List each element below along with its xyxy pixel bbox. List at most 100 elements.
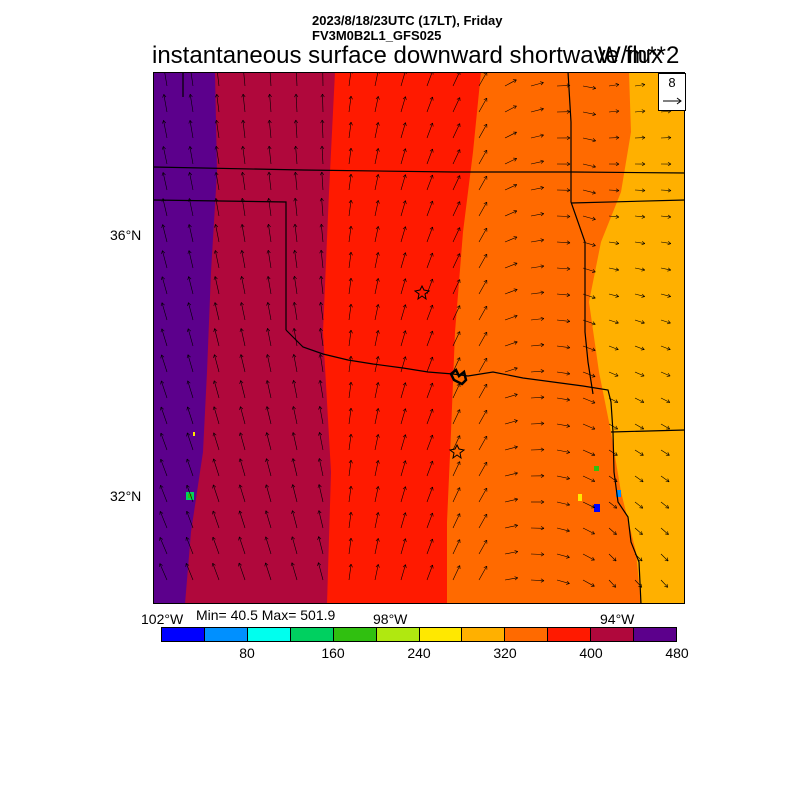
- wind-arrowhead: [320, 119, 323, 124]
- lon-label-98w: 98°W: [373, 611, 408, 627]
- wind-arrowhead: [592, 114, 596, 116]
- wind-arrow: [374, 330, 379, 347]
- wind-arrowhead: [185, 563, 187, 567]
- wind-arrowhead: [540, 108, 544, 112]
- wind-arrowhead: [317, 458, 320, 462]
- wind-arrowhead: [615, 216, 620, 219]
- wind-arrow: [582, 85, 596, 89]
- wind-arrowhead: [239, 380, 241, 384]
- wind-arrowhead: [348, 277, 352, 282]
- wind-arrow: [530, 370, 545, 373]
- wind-arrowhead: [186, 563, 190, 566]
- wind-arrow: [478, 461, 488, 477]
- wind-arrowhead: [641, 82, 646, 85]
- wind-arrowhead: [295, 93, 299, 98]
- wind-arrow: [452, 383, 461, 399]
- wind-arrowhead: [566, 452, 570, 454]
- wind-arrow: [608, 319, 619, 324]
- wind-arrow: [452, 331, 461, 347]
- wind-arrowhead: [566, 137, 571, 140]
- wind-arrowhead: [540, 239, 544, 243]
- wind-arrow: [582, 501, 595, 508]
- wind-arrowhead: [405, 460, 407, 465]
- wind-arrow: [239, 510, 246, 529]
- wind-arrowhead: [402, 538, 406, 542]
- wind-arrow: [478, 253, 488, 269]
- wind-arrowhead: [667, 269, 671, 272]
- wind-arrow: [400, 382, 406, 399]
- wind-arrow: [452, 72, 460, 87]
- wind-arrowhead: [348, 381, 352, 386]
- colorbar-tick-label: 160: [321, 645, 345, 661]
- wind-arrow: [530, 82, 544, 87]
- wind-arrow: [213, 406, 220, 425]
- wind-arrow: [426, 486, 433, 503]
- wind-arrow: [478, 383, 488, 399]
- wind-arrowhead: [402, 564, 406, 568]
- wind-arrow: [556, 579, 570, 584]
- wind-arrow: [582, 449, 596, 456]
- wind-arrowhead: [641, 109, 646, 112]
- wind-arrow: [478, 123, 488, 139]
- wind-arrow: [291, 536, 298, 555]
- wind-arrowhead: [294, 93, 297, 98]
- wind-arrowhead: [350, 303, 353, 308]
- wind-arrowhead: [160, 328, 163, 333]
- wind-arrow: [161, 354, 168, 373]
- wind-arrow: [188, 250, 194, 269]
- wind-arrow: [294, 198, 298, 217]
- wind-arrowhead: [186, 432, 188, 437]
- wind-arrowhead: [566, 163, 571, 167]
- wind-arrowhead: [641, 504, 644, 509]
- wind-arrow: [160, 485, 168, 503]
- wind-arrowhead: [375, 330, 379, 334]
- wind-arrow: [321, 145, 324, 165]
- wind-arrowhead: [378, 96, 380, 100]
- wind-arrowhead: [615, 214, 620, 218]
- wind-arrowhead: [667, 162, 672, 165]
- wind-arrowhead: [266, 250, 269, 254]
- wind-arrowhead: [456, 97, 460, 100]
- wind-arrowhead: [162, 250, 166, 254]
- wind-arrowhead: [667, 243, 672, 246]
- wind-arrowhead: [405, 434, 407, 439]
- wind-arrowhead: [566, 347, 571, 350]
- wind-arrowhead: [514, 577, 518, 581]
- wind-arrowhead: [429, 460, 433, 464]
- wind-arrowhead: [212, 510, 216, 514]
- field-speck: [594, 466, 599, 471]
- wind-arrowhead: [291, 510, 293, 515]
- wind-arrowhead: [266, 328, 268, 332]
- wind-arrowhead: [566, 557, 570, 559]
- wind-arrow: [608, 84, 619, 87]
- wind-arrowhead: [240, 276, 242, 280]
- wind-arrowhead: [514, 263, 518, 267]
- wind-arrow: [426, 174, 433, 191]
- wind-arrow: [530, 553, 545, 555]
- wind-arrow: [426, 408, 433, 425]
- wind-arrow: [452, 409, 461, 425]
- wind-arrow: [400, 96, 406, 113]
- wind-arrowhead: [668, 241, 672, 244]
- wind-arrowhead: [160, 432, 164, 436]
- state-boundaries: [153, 72, 685, 604]
- wind-arrowhead: [350, 121, 353, 126]
- wind-arrowhead: [514, 105, 517, 110]
- field-band-crimson: [185, 72, 338, 604]
- wind-arrow: [374, 408, 379, 425]
- wind-arrow: [243, 72, 246, 87]
- wind-arrowhead: [402, 330, 406, 334]
- wind-arrowhead: [378, 148, 380, 152]
- map-title: instantaneous surface downward shortwave…: [152, 42, 663, 69]
- wind-arrow: [452, 435, 461, 451]
- wind-arrowhead: [350, 485, 353, 490]
- wind-arrowhead: [294, 250, 298, 254]
- wind-arrow: [556, 85, 571, 87]
- wind-arrowhead: [216, 94, 220, 98]
- wind-arrow: [348, 486, 352, 503]
- wind-arrowhead: [514, 497, 518, 500]
- wind-arrow: [634, 449, 644, 456]
- wind-arrow: [452, 97, 461, 113]
- wind-arrowhead: [402, 304, 406, 308]
- wind-arrow: [452, 253, 461, 269]
